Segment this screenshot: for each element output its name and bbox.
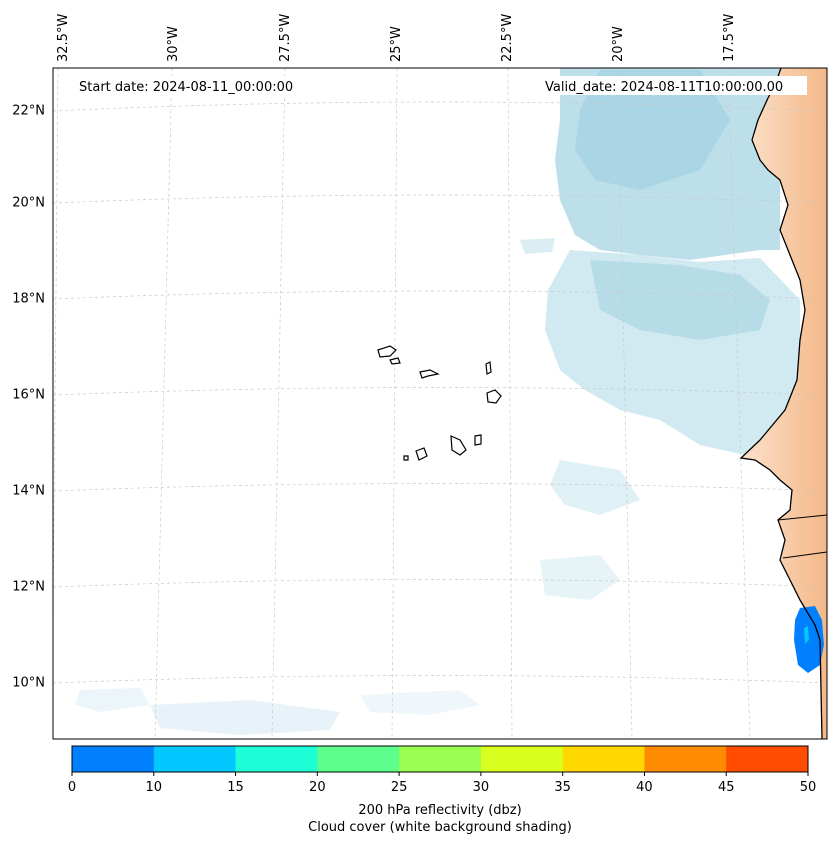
colorbar-tick-label: 50 (800, 780, 817, 795)
valid-date-box (540, 76, 807, 95)
colorbar-tick-label: 35 (554, 780, 571, 795)
colorbar-ticks: 0 10 15 20 25 30 35 40 45 50 (68, 772, 816, 795)
lon-label-27-5: 27.5°W (278, 14, 293, 62)
africa-landmass (741, 68, 827, 739)
lon-label-17-5: 17.5°W (722, 14, 737, 62)
lat-label-16: 16°N (12, 388, 45, 403)
cloud-cover-shading (75, 68, 800, 735)
colorbar-tick-label: 0 (68, 780, 76, 795)
colorbar-swatch (562, 746, 645, 772)
latitude-labels: 22°N 20°N 18°N 16°N 14°N 12°N 10°N (12, 104, 45, 691)
lon-label-20: 20°W (611, 26, 626, 62)
start-date-label: Start date: 2024-08-11_00:00:00 (79, 80, 293, 95)
colorbar-swatches (72, 746, 809, 772)
colorbar-swatch (480, 746, 564, 772)
longitude-labels: 32.5°W 30°W 27.5°W 25°W 22.5°W 20°W 17.5… (56, 14, 737, 62)
colorbar-tick-label: 30 (473, 780, 490, 795)
lat-label-14: 14°N (12, 484, 45, 499)
colorbar-tick-label: 10 (146, 780, 163, 795)
colorbar-label: 200 hPa reflectivity (dbz) (358, 803, 521, 818)
colorbar-swatch (726, 746, 809, 772)
colorbar-swatch (153, 746, 237, 772)
colorbar-tick-label: 45 (718, 780, 735, 795)
colorbar: 0 10 15 20 25 30 35 40 45 50 200 hPa reflectivity… (68, 745, 816, 835)
lon-label-32-5: 32.5°W (56, 14, 71, 62)
colorbar-tick-label: 25 (391, 780, 408, 795)
valid-date-label: Valid_date: 2024-08-11T10:00:00.00 (545, 80, 783, 95)
lat-label-20: 20°N (12, 196, 45, 211)
colorbar-frame (71, 745, 809, 773)
colorbar-swatch (72, 746, 155, 772)
colorbar-tick-label: 20 (309, 780, 326, 795)
lat-label-12: 12°N (12, 580, 45, 595)
colorbar-swatch (235, 746, 318, 772)
lon-label-22-5: 22.5°W (500, 14, 515, 62)
lat-label-18: 18°N (12, 292, 45, 307)
coastline (739, 68, 823, 739)
colorbar-swatch (399, 746, 482, 772)
lon-label-25: 25°W (389, 26, 404, 62)
guinea-bissau-border (782, 551, 827, 559)
lon-label-30: 30°W (166, 26, 181, 62)
lat-label-22: 22°N (12, 104, 45, 119)
colorbar-swatch (644, 746, 727, 772)
colorbar-tick-label: 15 (227, 780, 244, 795)
start-date-box (73, 76, 313, 95)
colorbar-tick-label: 40 (636, 780, 653, 795)
map-frame (52, 67, 828, 740)
reflectivity-cell (794, 606, 824, 673)
lat-label-10: 10°N (12, 676, 45, 691)
cape-verde-islands (377, 345, 502, 461)
colorbar-swatch (317, 746, 400, 772)
gambia-border (777, 514, 827, 521)
colorbar-sublabel: Cloud cover (white background shading) (308, 820, 572, 835)
graticule (53, 68, 827, 739)
